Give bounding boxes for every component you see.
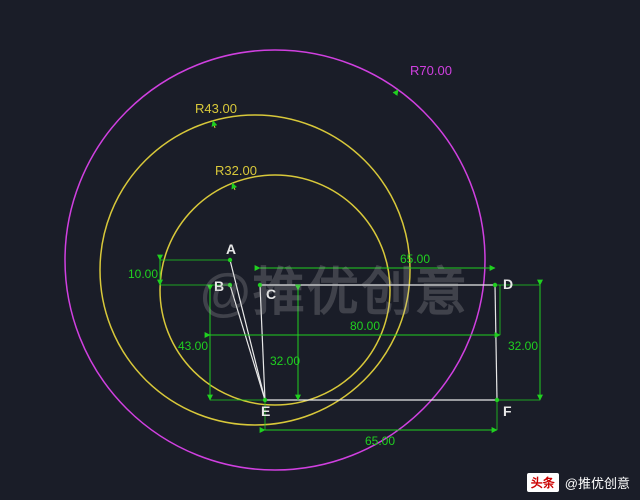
point-marker-B (228, 283, 232, 287)
radius-label-outer: R70.00 (410, 63, 452, 78)
point-marker-C (258, 283, 262, 287)
line-BE (230, 285, 265, 400)
point-label-F: F (503, 403, 512, 419)
dim-text-d43: 43.00 (178, 339, 208, 353)
radius-leader-middle (213, 121, 215, 128)
dim-text-d32r: 32.00 (508, 339, 538, 353)
point-label-A: A (226, 241, 236, 257)
line-AE (230, 260, 265, 400)
point-marker-E (263, 398, 267, 402)
radius-label-inner: R32.00 (215, 163, 257, 178)
dimensions-group: 10.00 65.00 80.00 43.00 32.00 32.00 65.00 (128, 252, 540, 448)
line-DF (495, 285, 497, 400)
dim-text-d32v: 32.00 (270, 354, 300, 368)
point-marker-F (495, 398, 499, 402)
cad-drawing: 10.00 65.00 80.00 43.00 32.00 32.00 65.00 A B C D… (0, 0, 640, 500)
dim-text-d80: 80.00 (350, 319, 380, 333)
radius-label-middle: R43.00 (195, 101, 237, 116)
radius-labels: R70.00 R43.00 R32.00 (195, 63, 452, 190)
dim-text-d65t: 65.00 (400, 252, 430, 266)
point-label-B: B (214, 278, 224, 294)
radius-leader-inner (232, 183, 235, 190)
source-logo: 头条 (527, 473, 559, 492)
dim-text-d10: 10.00 (128, 267, 158, 281)
point-marker-D (493, 283, 497, 287)
source-handle: @推优创意 (565, 473, 630, 492)
point-label-C: C (266, 286, 276, 302)
dim-text-d65b: 65.00 (365, 434, 395, 448)
point-label-D: D (503, 276, 513, 292)
point-label-E: E (261, 403, 270, 419)
attribution-bar: 头条 @推优创意 (527, 473, 630, 492)
point-marker-A (228, 258, 232, 262)
